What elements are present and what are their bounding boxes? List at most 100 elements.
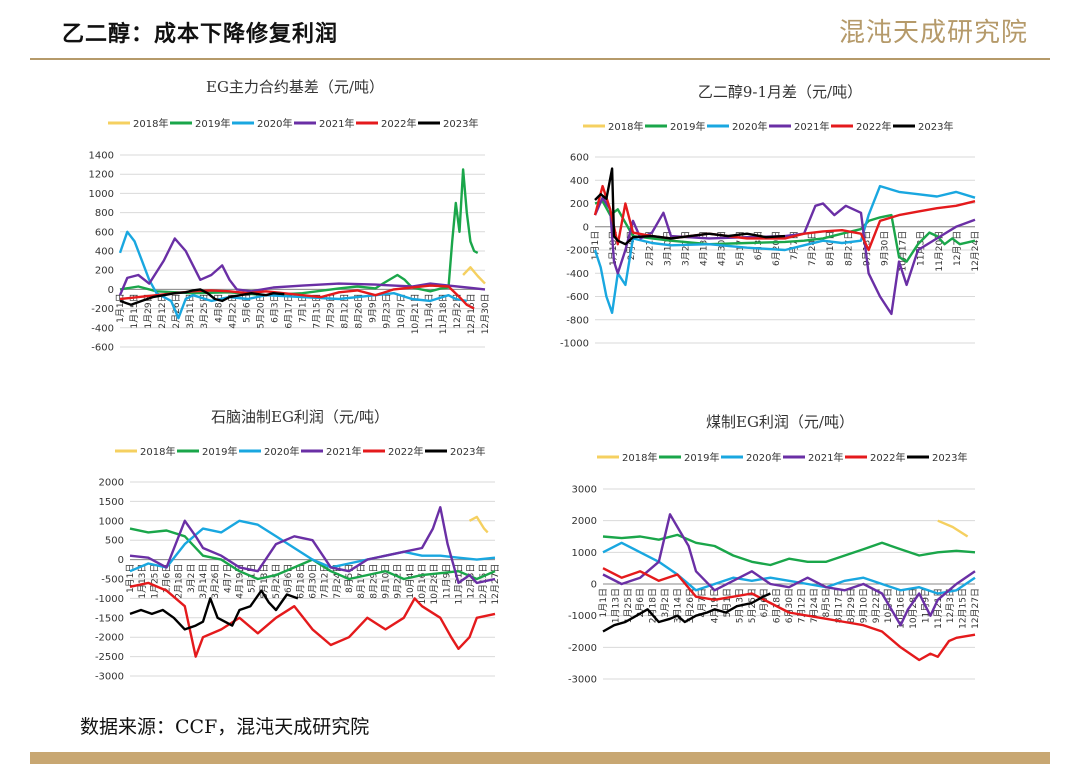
x-tick-label: 9月10日 [381,564,392,599]
x-tick-label: 3月26日 [685,588,696,623]
x-tick-label: 2月6日 [635,588,646,617]
x-tick-label: 6月3日 [269,293,280,322]
legend-label: 2022年 [870,451,905,464]
x-tick-label: 7月29日 [326,293,337,328]
x-tick-label: 3月2日 [660,588,671,617]
x-tick-label: 1月25日 [623,588,634,623]
x-tick-label: 4月13日 [699,231,710,266]
y-tick-label: 1000 [99,516,124,527]
x-tick-label: 12月7日 [952,231,963,266]
x-tick-label: 2月21日 [644,231,655,266]
chart-naphtha: 石脑油制EG利润（元/吨） 2018年 2019年 2020年 2021年 2022年 20… [95,408,501,683]
x-tick-label: 8月29日 [846,588,857,623]
logo: 混沌天成研究院 [838,18,1028,48]
x-tick-label: 5月17日 [735,231,746,266]
x-tick-label: 4月7日 [697,588,708,617]
x-tick-label: 6月18日 [295,564,306,599]
legend-item: 2019年 [177,445,237,458]
legend-item: 2018年 [597,451,657,464]
y-tick-label: -2000 [568,643,597,654]
chart-coal: 煤制EG利润（元/吨） 2018年 2019年 2020年 2021年 2022年 2023… [568,413,981,686]
x-tick-label: 7月15日 [312,293,323,328]
chart-basis: EG主力合约基差（元/吨） 2018年 2019年 2020年 2021年 2022年 20… [89,78,491,354]
series-line-2022年 [129,581,496,658]
x-tick-label: 1月25日 [149,564,160,599]
legend-item: 2021年 [769,120,829,133]
series-line-2022年 [602,567,976,662]
legend-label: 2023年 [932,451,967,464]
y-tick-label: -400 [91,323,114,334]
legend-item: 2018年 [583,120,643,133]
x-tick-label: 3月25日 [199,293,210,328]
legend-item: 2020年 [239,445,299,458]
legend-label: 2020年 [746,451,781,464]
legend-label: 2021年 [319,117,354,130]
y-tick-label: 1000 [572,548,597,559]
x-tick-label: 9月22日 [393,564,404,599]
x-tick-label: 5月25日 [747,588,758,623]
x-tick-label: 12月27日 [490,564,501,605]
x-tick-label: 10月17日 [898,231,909,272]
x-tick-label: 8月27日 [843,231,854,266]
x-tick-label: 5月1日 [722,588,733,617]
legend-item: 2022年 [363,445,423,458]
y-tick-label: 2000 [572,516,597,527]
x-tick-label: 4月8日 [213,293,224,322]
x-tick-label: 1月1日 [115,293,126,322]
x-tick-label: 7月24日 [332,564,343,599]
y-tick-label: 1400 [89,151,114,162]
series-line-2023年 [119,288,285,306]
x-tick-label: 3月14日 [672,588,683,623]
y-tick-label: -1000 [95,594,124,605]
chart-spread: 乙二醇9-1月差（元/吨） 2018年 2019年 2020年 2021年 2022年 20… [560,83,981,350]
y-tick-label: 400 [95,247,114,258]
legend-label: 2019年 [670,120,705,133]
x-tick-label: 1月1日 [590,231,601,260]
legend-label: 2022年 [388,445,423,458]
legend-item: 2020年 [232,117,292,130]
chart-title: 石脑油制EG利润（元/吨） [211,408,389,426]
x-tick-label: 11月18日 [438,293,449,334]
x-tick-label: 11月9日 [441,564,452,599]
x-tick-label: 5月6日 [241,293,252,322]
x-tick-label: 3月10日 [662,231,673,266]
page-title: 乙二醇：成本下降修复利润 [62,21,339,47]
y-tick-label: -800 [566,315,589,326]
legend-item: 2021年 [294,117,354,130]
series-line-2018年 [462,266,486,285]
x-tick-label: 4月19日 [235,564,246,599]
legend-label: 2018年 [608,120,643,133]
x-tick-label: 8月29日 [368,564,379,599]
x-tick-label: 8月10日 [825,231,836,266]
legend-item: 2019年 [659,451,719,464]
x-tick-label: 12月30日 [480,293,491,334]
x-tick-label: 2月18日 [648,588,659,623]
x-tick-label: 5月20日 [255,293,266,328]
x-tick-label: 11月4日 [424,293,435,328]
y-tick-label: 200 [570,199,589,210]
x-tick-label: 10月28日 [908,588,919,629]
legend-item: 2022年 [845,451,905,464]
legend-label: 2018年 [133,117,168,130]
x-tick-label: 8月26日 [354,293,365,328]
x-tick-label: 4月19日 [710,588,721,623]
data-source: 数据来源：CCF，混沌天成研究院 [80,716,370,738]
legend-item: 2023年 [425,445,485,458]
x-tick-label: 8月5日 [821,588,832,617]
x-tick-label: 12月2日 [452,293,463,328]
x-tick-label: 9月9日 [368,293,379,322]
legend-label: 2018年 [622,451,657,464]
x-tick-label: 12月27日 [970,588,981,629]
y-tick-label: 1000 [89,189,114,200]
legend-item: 2022年 [831,120,891,133]
x-tick-label: 1月15日 [129,293,140,328]
y-tick-label: -200 [566,246,589,257]
chart-title: 乙二醇9-1月差（元/吨） [698,83,862,101]
x-tick-label: 3月2日 [186,564,197,593]
legend-item: 2020年 [721,451,781,464]
y-tick-label: -3000 [95,672,124,683]
y-tick-label: -500 [101,575,124,586]
x-tick-label: 8月17日 [834,588,845,623]
x-tick-label: 11月20日 [934,231,945,272]
x-tick-label: 12月24日 [970,231,981,272]
